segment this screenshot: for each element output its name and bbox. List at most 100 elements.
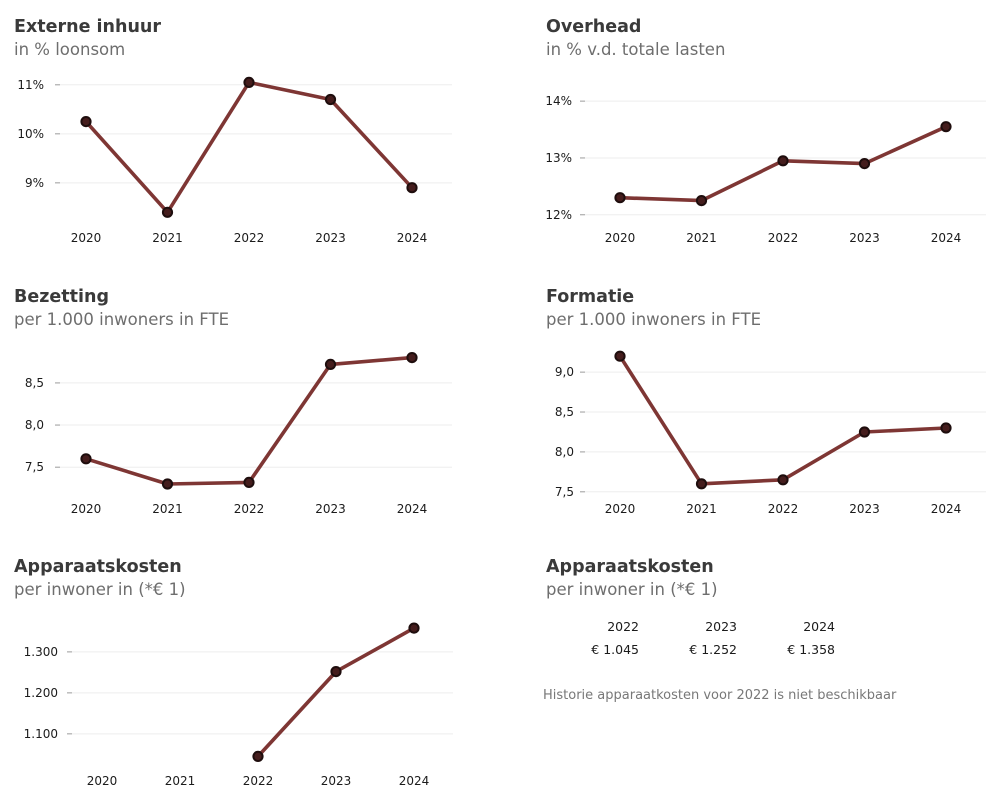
table-column: 2022 € 1.045 [541,619,639,657]
x-tick-label: 2021 [686,502,717,516]
table-note: Historie apparaatkosten voor 2022 is nie… [543,688,897,703]
chart-title: Overhead [546,17,642,37]
x-tick-label: 2022 [234,502,265,516]
table-column: 2023 € 1.252 [639,619,737,657]
data-point-marker [695,478,708,490]
x-tick-label: 2020 [71,502,102,516]
data-point-marker [161,206,174,218]
data-line [84,80,414,215]
y-tick-label: 10% [17,127,44,141]
data-point-marker [940,121,952,133]
table-value: € 1.358 [787,642,835,657]
data-point-marker [777,474,789,486]
y-tick-label: 11% [17,78,44,92]
externe-inhuur-line-chart: 9% 10% 11% 2020 2021 2022 2023 2024 [17,76,452,245]
data-point-marker [161,478,174,490]
panel-overhead: Overhead in % v.d. totale lasten 12% 13% 1… [500,0,1001,270]
data-point-marker [324,93,337,106]
x-tick-label: 2020 [605,502,636,516]
overhead-line-chart: 12% 13% 14% 2020 2021 2022 2023 2024 [545,94,986,245]
table-column: 2024 € 1.358 [737,619,835,657]
data-line [84,355,414,486]
bezetting-line-chart: 7,5 8,0 8,5 2020 2021 2022 2023 2024 [25,352,452,516]
formatie-line-chart: 7,5 8,0 8,5 9,0 2020 2021 2022 2023 2024 [555,350,986,516]
data-point-marker [252,750,264,762]
data-point-marker [243,476,255,488]
x-tick-label: 2024 [397,231,428,245]
data-line [256,626,416,759]
chart-title: Apparaatskosten [14,557,182,577]
chart-title: Bezetting [14,287,109,307]
data-point-marker [695,195,708,207]
table-year-header: 2024 [803,619,835,634]
panel-header: Bezetting per 1.000 inwoners in FTE [14,286,229,331]
y-tick-label: 8,0 [25,418,44,432]
apparaatskosten-line-chart: 1.100 1.200 1.300 2020 2021 2022 2023 2024 [24,622,453,788]
x-tick-label: 2020 [71,231,102,245]
y-tick-label: 9% [25,176,44,190]
table-year-header: 2022 [607,619,639,634]
y-tick-label: 8,5 [555,405,574,419]
y-tick-label: 1.300 [24,645,58,659]
panel-header: Overhead in % v.d. totale lasten [546,16,725,61]
panel-apparaatskosten-table: Apparaatskosten per inwoner in (*€ 1) 20… [500,540,1001,807]
data-point-marker [858,426,871,438]
x-tick-label: 2022 [768,502,799,516]
x-tick-label: 2022 [234,231,265,245]
y-tick-label: 12% [545,208,572,222]
chart-subtitle: per 1.000 inwoners in FTE [14,310,229,329]
chart-subtitle: in % loonsom [14,40,126,59]
panel-header: Apparaatskosten per inwoner in (*€ 1) [546,556,718,601]
apparaatskosten-table: 2022 € 1.045 2023 € 1.252 2024 € 1.358 [541,619,835,657]
x-tick-label: 2024 [397,502,428,516]
chart-subtitle: per inwoner in (*€ 1) [546,580,718,599]
x-tick-label: 2021 [686,231,717,245]
panel-header: Apparaatskosten per inwoner in (*€ 1) [14,556,186,601]
table-value: € 1.252 [689,642,737,657]
table-value: € 1.045 [591,642,639,657]
chart-title: Apparaatskosten [546,557,714,577]
x-tick-label: 2024 [399,774,430,788]
table-year-header: 2023 [705,619,737,634]
x-tick-label: 2021 [152,502,183,516]
panel-bezetting: Bezetting per 1.000 inwoners in FTE 7,5 8… [0,270,500,540]
x-tick-label: 2022 [768,231,799,245]
chart-subtitle: per 1.000 inwoners in FTE [546,310,761,329]
y-tick-label: 1.200 [24,686,58,700]
y-tick-label: 8,5 [25,376,44,390]
x-tick-label: 2023 [849,231,880,245]
chart-subtitle: per inwoner in (*€ 1) [14,580,186,599]
data-point-marker [858,158,871,170]
panel-header: Formatie per 1.000 inwoners in FTE [546,286,761,331]
panel-apparaatskosten-chart: Apparaatskosten per inwoner in (*€ 1) 1.… [0,540,500,807]
y-tick-label: 1.100 [24,727,58,741]
y-tick-label: 7,5 [25,460,44,474]
x-tick-label: 2020 [87,774,118,788]
chart-title: Externe inhuur [14,17,161,37]
x-tick-label: 2020 [605,231,636,245]
x-tick-label: 2023 [315,231,346,245]
data-point-marker [80,116,92,128]
x-tick-label: 2023 [321,774,352,788]
data-line [618,354,948,486]
chart-title: Formatie [546,287,635,307]
data-point-marker [243,76,255,89]
data-point-marker [408,622,420,634]
chart-subtitle: in % v.d. totale lasten [546,40,726,59]
data-point-marker [330,666,342,678]
x-tick-label: 2021 [152,231,183,245]
x-tick-label: 2022 [243,774,274,788]
x-tick-label: 2023 [849,502,880,516]
y-tick-label: 13% [545,151,572,165]
panel-header: Externe inhuur in % loonsom [14,16,161,61]
y-tick-label: 7,5 [555,485,574,499]
panel-formatie: Formatie per 1.000 inwoners in FTE 7,5 8,… [500,270,1001,540]
y-tick-label: 8,0 [555,445,574,459]
x-tick-label: 2021 [165,774,196,788]
data-point-marker [406,182,418,194]
data-point-marker [406,352,418,364]
y-tick-label: 9,0 [555,365,574,379]
y-tick-label: 14% [545,94,572,108]
data-point-marker [777,155,789,167]
